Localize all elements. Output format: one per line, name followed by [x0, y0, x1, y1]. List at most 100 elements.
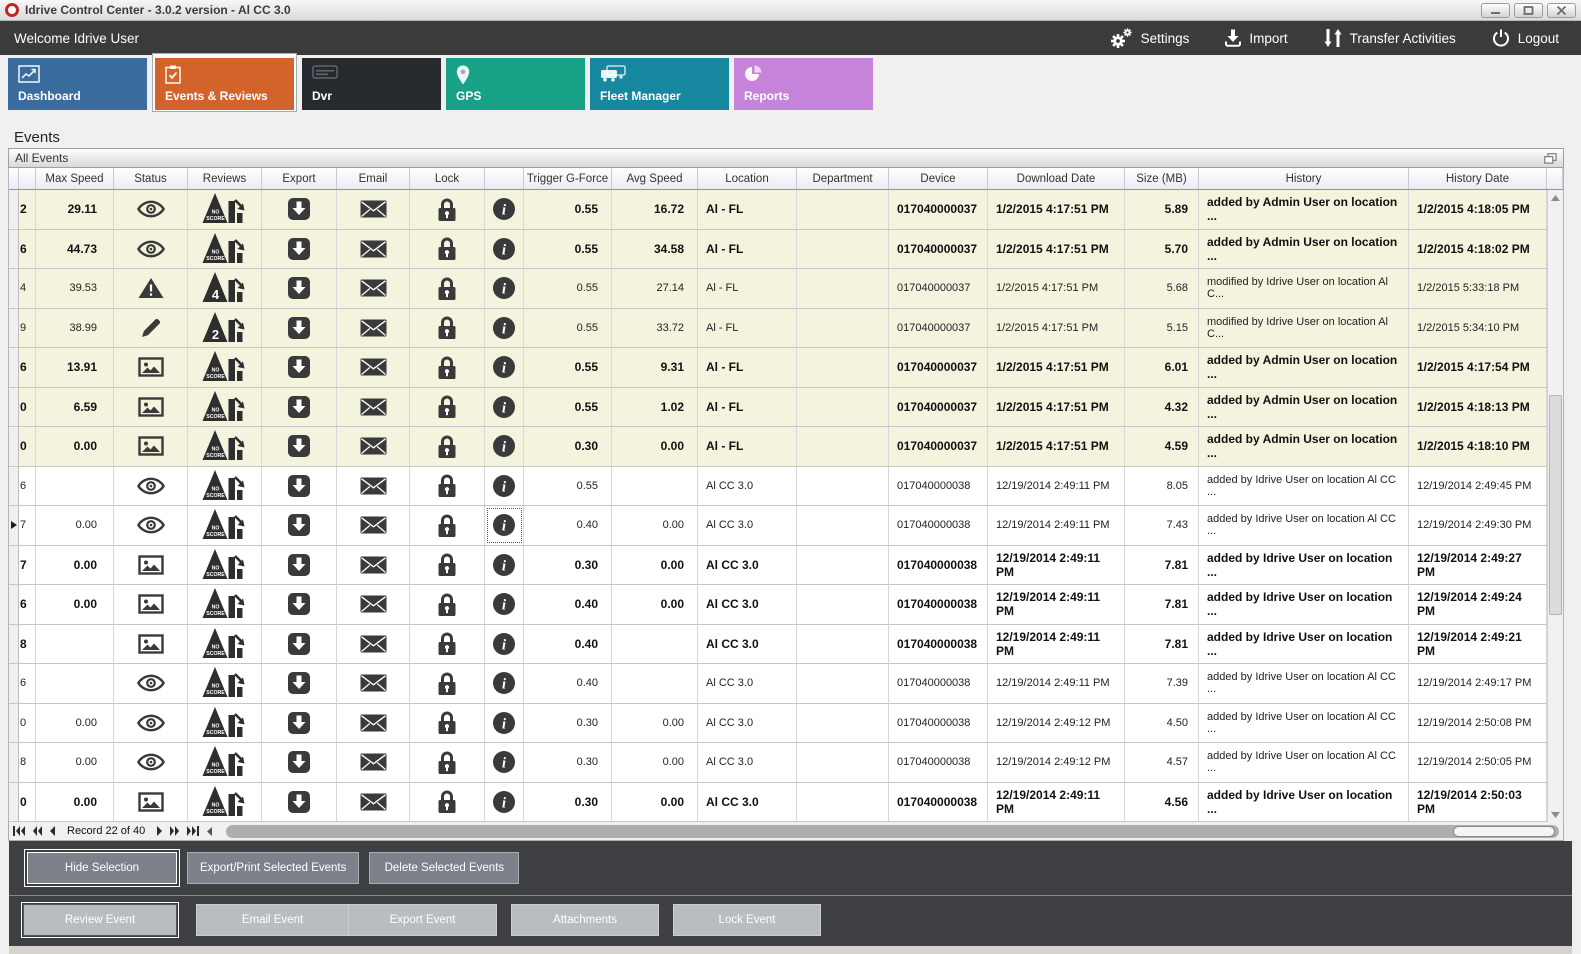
export-cell[interactable] — [262, 427, 337, 466]
reviews-cell[interactable]: NO SCORE — [188, 585, 262, 624]
info-cell[interactable]: i — [485, 545, 524, 584]
lock-cell[interactable] — [410, 387, 485, 426]
table-row[interactable]: 2 29.11 — [9, 190, 1548, 230]
info-cell[interactable]: i — [485, 269, 524, 308]
reviews-cell[interactable]: NO SCORE — [188, 545, 262, 584]
logout-button[interactable]: Logout — [1492, 29, 1559, 47]
status-cell[interactable] — [114, 427, 188, 466]
table-row[interactable]: 4 39.53 — [9, 269, 1548, 309]
status-cell[interactable] — [114, 229, 188, 268]
column-header-14[interactable]: Download Date — [988, 168, 1125, 189]
horizontal-scrollbar[interactable] — [226, 824, 1559, 838]
lock-cell[interactable] — [410, 743, 485, 782]
horizontal-scroll-thumb[interactable] — [1453, 825, 1555, 837]
export-cell[interactable] — [262, 703, 337, 742]
attachments-button[interactable]: Attachments — [511, 904, 659, 936]
status-cell[interactable] — [114, 308, 188, 347]
lock-cell[interactable] — [410, 348, 485, 387]
table-row[interactable]: 0 6.59 — [9, 387, 1548, 427]
reviews-cell[interactable]: NO SCORE — [188, 427, 262, 466]
table-row[interactable]: 8 — [9, 624, 1548, 664]
info-cell[interactable]: i — [485, 348, 524, 387]
export-cell[interactable] — [262, 229, 337, 268]
status-cell[interactable] — [114, 743, 188, 782]
reviews-cell[interactable]: NO SCORE — [188, 190, 262, 229]
reviews-cell[interactable]: NO SCORE — [188, 387, 262, 426]
status-cell[interactable] — [114, 387, 188, 426]
delete-selected-events-button[interactable]: Delete Selected Events — [369, 852, 520, 884]
vertical-scroll-thumb[interactable] — [1549, 395, 1562, 615]
column-header-4[interactable]: Reviews — [188, 168, 262, 189]
column-header-3[interactable]: Status — [114, 168, 188, 189]
status-cell[interactable] — [114, 190, 188, 229]
table-row[interactable]: 6 — [9, 664, 1548, 704]
info-cell[interactable]: i — [485, 743, 524, 782]
lock-cell[interactable] — [410, 308, 485, 347]
email-cell[interactable] — [337, 308, 410, 347]
minimize-button[interactable] — [1481, 2, 1510, 18]
lock-cell[interactable] — [410, 506, 485, 545]
export-cell[interactable] — [262, 466, 337, 505]
close-button[interactable] — [1547, 2, 1576, 18]
info-cell[interactable]: i — [485, 190, 524, 229]
table-row[interactable]: 0 0.00 — [9, 703, 1548, 743]
lock-cell[interactable] — [410, 269, 485, 308]
tab-dvr[interactable]: Dvr — [302, 58, 441, 110]
table-row[interactable]: 6 0.00 — [9, 585, 1548, 625]
info-cell[interactable]: i — [485, 229, 524, 268]
lock-cell[interactable] — [410, 664, 485, 703]
tab-events-reviews[interactable]: Events & Reviews — [152, 53, 297, 112]
table-row[interactable]: 9 38.99 — [9, 308, 1548, 348]
column-header-17[interactable]: History Date — [1409, 168, 1547, 189]
email-cell[interactable] — [337, 624, 410, 663]
review-event-button[interactable]: Review Event — [21, 902, 179, 938]
export-event-button[interactable]: Export Event — [348, 904, 497, 936]
lock-cell[interactable] — [410, 782, 485, 821]
info-cell[interactable]: i — [485, 782, 524, 821]
table-row[interactable]: 7 0.00 — [9, 506, 1548, 546]
status-cell[interactable] — [114, 664, 188, 703]
export-cell[interactable] — [262, 269, 337, 308]
status-cell[interactable] — [114, 269, 188, 308]
email-cell[interactable] — [337, 269, 410, 308]
panel-restore-button[interactable] — [1544, 152, 1557, 164]
email-cell[interactable] — [337, 743, 410, 782]
column-header-2[interactable]: Max Speed — [36, 168, 114, 189]
status-cell[interactable] — [114, 506, 188, 545]
table-row[interactable]: 0 0.00 — [9, 782, 1548, 822]
transfer-activities-button[interactable]: Transfer Activities — [1324, 28, 1456, 48]
info-cell[interactable]: i — [485, 703, 524, 742]
reviews-cell[interactable]: NO SCORE — [188, 348, 262, 387]
lock-event-button[interactable]: Lock Event — [673, 904, 821, 936]
info-cell[interactable]: i — [485, 427, 524, 466]
export-cell[interactable] — [262, 585, 337, 624]
column-header-9[interactable]: Trigger G-Force — [524, 168, 612, 189]
column-header-11[interactable]: Location — [698, 168, 797, 189]
reviews-cell[interactable]: NO SCORE — [188, 664, 262, 703]
table-row[interactable]: 8 0.00 — [9, 743, 1548, 783]
lock-cell[interactable] — [410, 190, 485, 229]
column-header-6[interactable]: Email — [337, 168, 410, 189]
column-header-5[interactable]: Export — [262, 168, 337, 189]
export-cell[interactable] — [262, 348, 337, 387]
email-cell[interactable] — [337, 703, 410, 742]
last-record-button[interactable] — [187, 826, 200, 836]
email-cell[interactable] — [337, 348, 410, 387]
table-row[interactable]: 6 44.73 — [9, 229, 1548, 269]
import-button[interactable]: Import — [1225, 29, 1288, 47]
scroll-down-button[interactable] — [1548, 807, 1563, 822]
email-cell[interactable] — [337, 782, 410, 821]
table-row[interactable]: 6 — [9, 466, 1548, 506]
status-cell[interactable] — [114, 348, 188, 387]
vertical-scrollbar[interactable] — [1547, 190, 1563, 822]
info-cell[interactable]: i — [485, 585, 524, 624]
column-header-13[interactable]: Device — [889, 168, 988, 189]
reviews-cell[interactable]: NO SCORE — [188, 466, 262, 505]
status-cell[interactable] — [114, 545, 188, 584]
prev-record-button[interactable] — [49, 826, 56, 836]
tab-fleet-manager[interactable]: Fleet Manager — [590, 58, 729, 110]
email-cell[interactable] — [337, 229, 410, 268]
status-cell[interactable] — [114, 703, 188, 742]
